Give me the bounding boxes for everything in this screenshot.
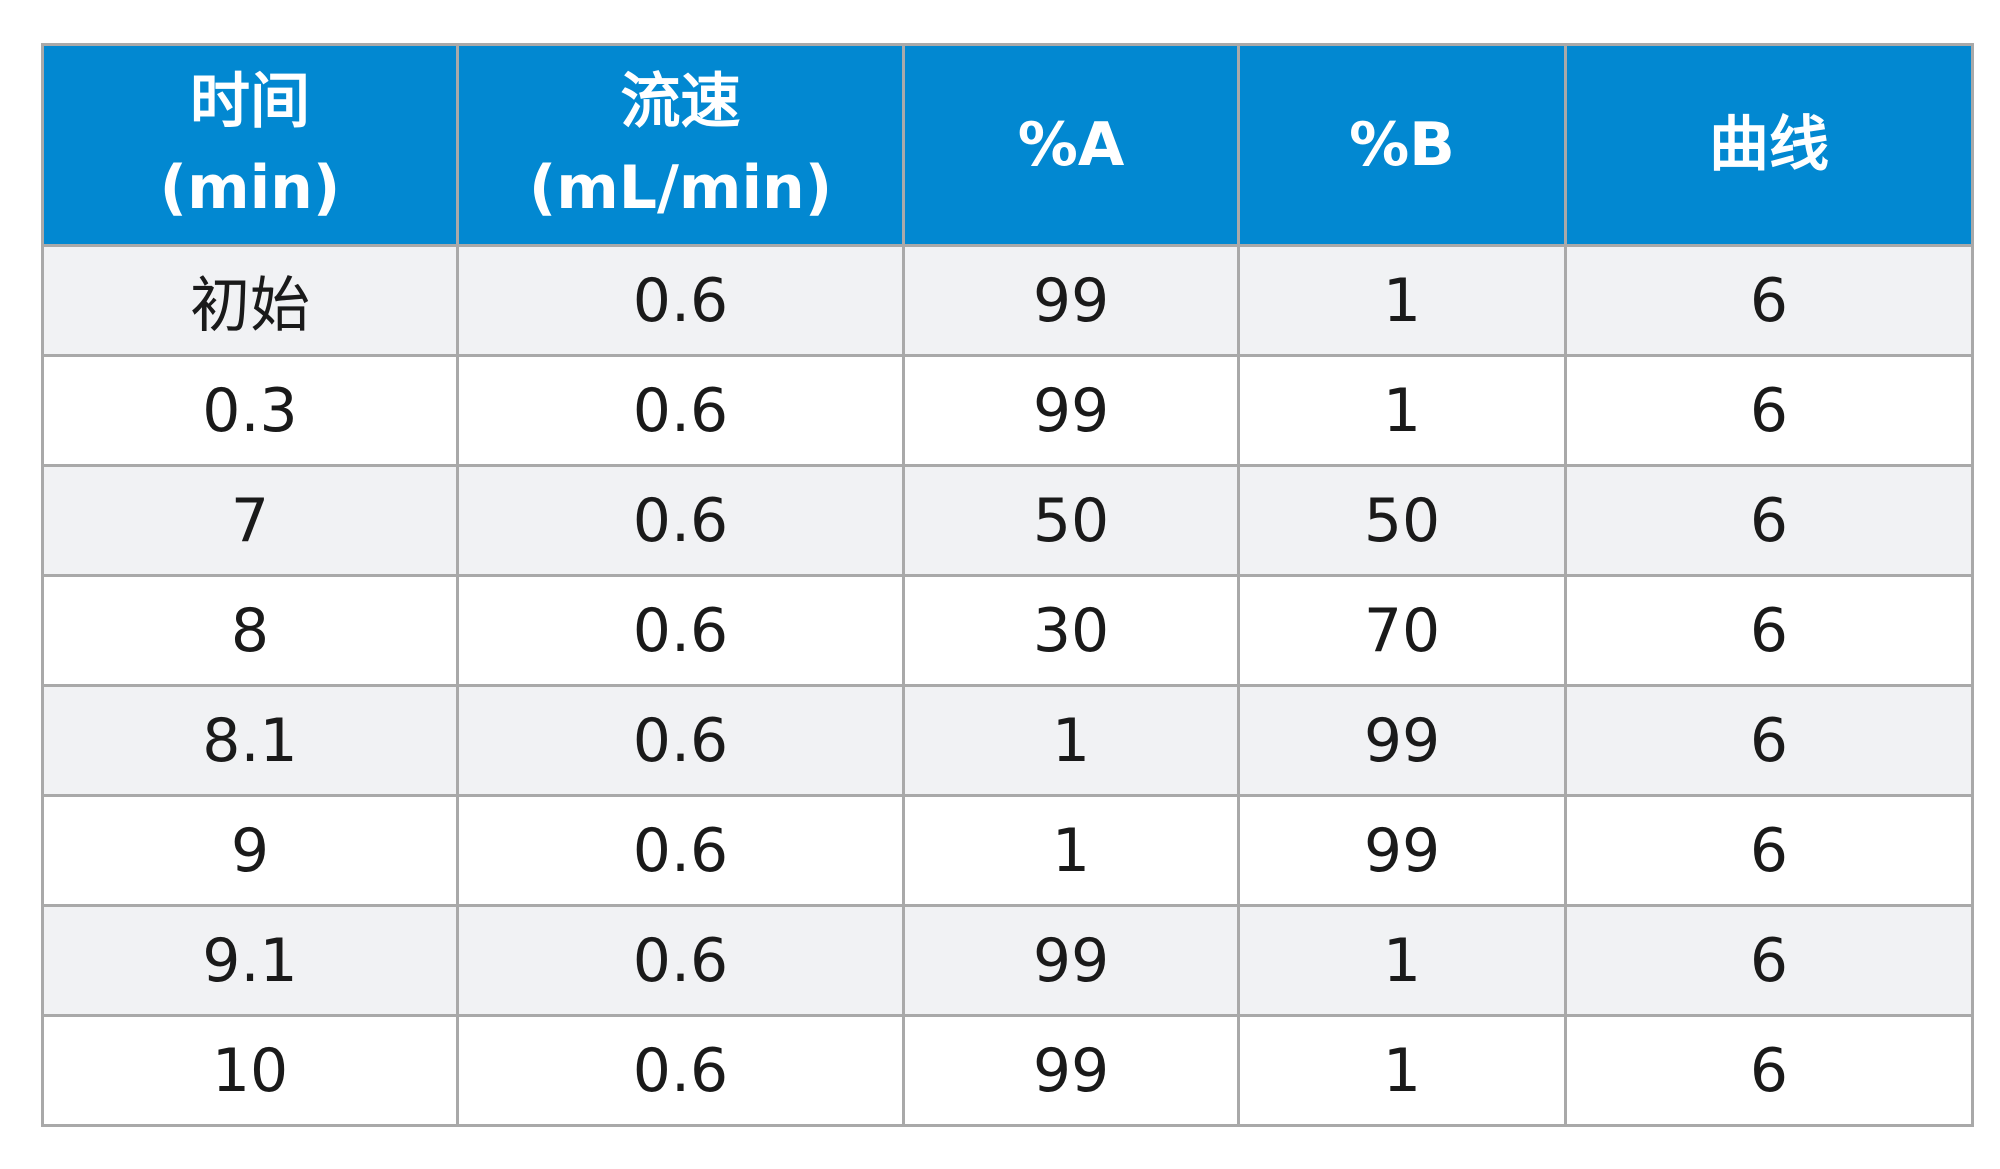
table-row: 8 0.6 30 70 6	[41, 574, 1974, 687]
cell-curve: 6	[1564, 794, 1974, 907]
table-header-row: 时间 (min) 流速 (mL/min) %A %B 曲线	[41, 43, 1974, 247]
cell-flow-rate: 0.6	[456, 794, 905, 907]
table-row: 7 0.6 50 50 6	[41, 464, 1974, 577]
cell-flow-rate: 0.6	[456, 244, 905, 357]
cell-time: 9.1	[41, 904, 459, 1017]
gradient-table: 时间 (min) 流速 (mL/min) %A %B 曲线 初始 0.6 99 …	[41, 43, 1974, 1127]
table-row: 10 0.6 99 1 6	[41, 1014, 1974, 1127]
cell-curve: 6	[1564, 1014, 1974, 1127]
cell-curve: 6	[1564, 574, 1974, 687]
header-time-label: 时间	[190, 67, 310, 137]
cell-flow-rate: 0.6	[456, 904, 905, 1017]
cell-time: 8.1	[41, 684, 459, 797]
cell-percent-b: 1	[1237, 904, 1567, 1017]
cell-time: 初始	[41, 244, 459, 357]
cell-percent-b: 99	[1237, 794, 1567, 907]
cell-percent-a: 99	[902, 244, 1240, 357]
header-time: 时间 (min)	[41, 43, 459, 247]
cell-percent-b: 1	[1237, 244, 1567, 357]
cell-percent-a: 1	[902, 794, 1240, 907]
cell-percent-a: 30	[902, 574, 1240, 687]
cell-flow-rate: 0.6	[456, 684, 905, 797]
table-row: 9.1 0.6 99 1 6	[41, 904, 1974, 1017]
cell-curve: 6	[1564, 904, 1974, 1017]
cell-percent-a: 1	[902, 684, 1240, 797]
header-time-unit: (min)	[159, 153, 341, 223]
header-percent-b-label: %B	[1349, 110, 1455, 180]
header-percent-a: %A	[902, 43, 1240, 247]
header-flow-rate: 流速 (mL/min)	[456, 43, 905, 247]
cell-flow-rate: 0.6	[456, 574, 905, 687]
cell-curve: 6	[1564, 244, 1974, 357]
header-flow-rate-label: 流速	[620, 67, 741, 137]
header-curve: 曲线	[1564, 43, 1974, 247]
cell-curve: 6	[1564, 354, 1974, 467]
cell-percent-b: 1	[1237, 354, 1567, 467]
table-row: 9 0.6 1 99 6	[41, 794, 1974, 907]
header-percent-a-label: %A	[1017, 110, 1125, 180]
cell-percent-a: 99	[902, 1014, 1240, 1127]
cell-flow-rate: 0.6	[456, 354, 905, 467]
header-flow-rate-unit: (mL/min)	[528, 153, 833, 223]
table-row: 0.3 0.6 99 1 6	[41, 354, 1974, 467]
cell-flow-rate: 0.6	[456, 464, 905, 577]
cell-percent-b: 1	[1237, 1014, 1567, 1127]
cell-percent-b: 70	[1237, 574, 1567, 687]
table-row: 8.1 0.6 1 99 6	[41, 684, 1974, 797]
cell-percent-a: 99	[902, 904, 1240, 1017]
header-curve-label: 曲线	[1709, 110, 1829, 180]
cell-time: 0.3	[41, 354, 459, 467]
cell-percent-b: 99	[1237, 684, 1567, 797]
cell-flow-rate: 0.6	[456, 1014, 905, 1127]
cell-percent-a: 50	[902, 464, 1240, 577]
cell-time: 10	[41, 1014, 459, 1127]
cell-curve: 6	[1564, 684, 1974, 797]
table-row: 初始 0.6 99 1 6	[41, 244, 1974, 357]
cell-percent-b: 50	[1237, 464, 1567, 577]
cell-time: 9	[41, 794, 459, 907]
cell-time: 8	[41, 574, 459, 687]
cell-curve: 6	[1564, 464, 1974, 577]
header-percent-b: %B	[1237, 43, 1567, 247]
cell-percent-a: 99	[902, 354, 1240, 467]
cell-time: 7	[41, 464, 459, 577]
